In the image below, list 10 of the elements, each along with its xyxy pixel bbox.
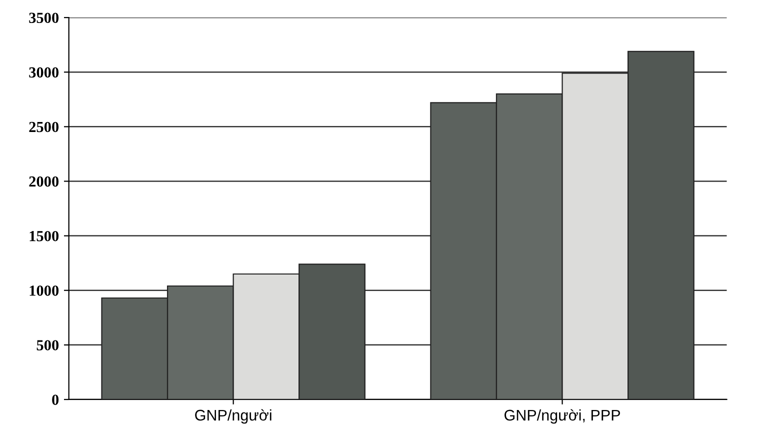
- y-tick-label: 500: [36, 340, 59, 350]
- y-tick-label: 2500: [29, 122, 59, 132]
- y-tick-label: 2000: [29, 176, 59, 187]
- y-tick-label: 3500: [29, 12, 59, 24]
- x-tick-label: GNP/người: [195, 409, 272, 424]
- y-tick-label: 1000: [30, 286, 59, 296]
- y-tick-label: 3000: [29, 67, 59, 78]
- x-tick-label: GNP/người, PPP: [504, 409, 620, 424]
- y-tick-label: 0: [52, 394, 59, 405]
- y-tick-label: 1500: [30, 230, 59, 242]
